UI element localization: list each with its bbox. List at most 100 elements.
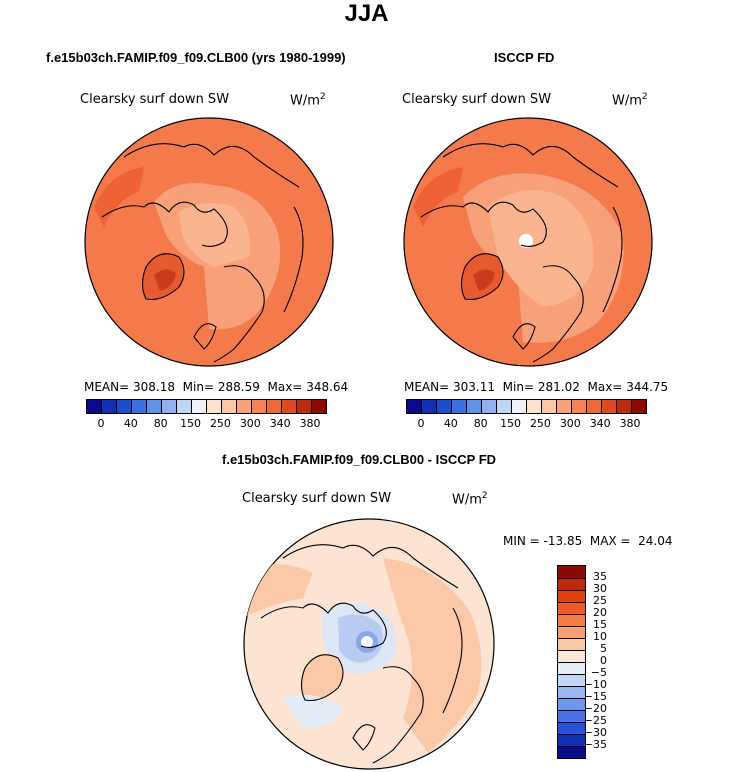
colorbar-swatch	[421, 400, 436, 413]
right-max-value: 344.75	[626, 380, 669, 394]
diff-colorbar-swatch	[558, 746, 585, 758]
colorbar-tick-label: 380	[619, 417, 641, 430]
colorbar-swatch	[176, 400, 191, 413]
colorbar-swatch	[631, 400, 646, 413]
colorbar-swatch	[236, 400, 251, 413]
diff-colorbar-swatch	[558, 662, 585, 674]
colorbar-tick-label: 40	[123, 417, 138, 430]
diff-colorbar-tick-label: −5	[590, 666, 607, 679]
colorbar-tick-label: 300	[559, 417, 581, 430]
left-mean-value: 308.18	[133, 380, 176, 394]
right-colorbar-labels: 0 40 80 150 250 300 340 380	[406, 417, 645, 431]
diff-colorbar-swatch	[558, 638, 585, 650]
colorbar-swatch	[571, 400, 586, 413]
colorbar-swatch	[87, 400, 101, 413]
colorbar-tick-label: 250	[529, 417, 551, 430]
diff-colorbar-tick-label: 25	[593, 594, 607, 607]
colorbar-tick-label: 150	[180, 417, 202, 430]
right-polar-map	[403, 117, 653, 367]
figure-title: JJA	[344, 0, 389, 27]
left-map-lighter-region	[179, 203, 250, 267]
colorbar-swatch	[616, 400, 631, 413]
colorbar-tick-label: 80	[473, 417, 488, 430]
diff-colorbar-tick-label: −25	[583, 714, 607, 727]
colorbar-swatch	[601, 400, 616, 413]
left-min-value: 288.59	[217, 380, 260, 394]
diff-coastlines	[260, 544, 463, 764]
colorbar-swatch	[251, 400, 266, 413]
diff-colorbar-swatch	[558, 626, 585, 638]
diff-panel-title: f.e15b03ch.FAMIP.f09_f09.CLB00 - ISCCP F…	[222, 452, 497, 467]
colorbar-tick-label: 0	[97, 417, 105, 430]
right-mean-value: 303.11	[453, 380, 496, 394]
diff-colorbar-tick-label: 5	[600, 642, 607, 655]
diff-colorbar-swatch	[558, 566, 585, 578]
left-stats: MEAN= 308.18 Min= 288.59 Max= 348.64	[84, 380, 349, 394]
diff-colorbar-swatch	[558, 734, 585, 746]
colorbar-swatch	[191, 400, 206, 413]
diff-colorbar-tick-label: −30	[583, 726, 607, 739]
diff-colorbar-tick-label: 30	[593, 582, 607, 595]
left-panel-title: f.e15b03ch.FAMIP.f09_f09.CLB00 (yrs 1980…	[46, 50, 346, 65]
right-variable-label: Clearsky surf down SW	[402, 92, 552, 107]
colorbar-tick-label: 340	[269, 417, 291, 430]
diff-colorbar-swatch	[558, 614, 585, 626]
diff-minmax: MIN = -13.85 MAX = 24.04	[503, 534, 673, 548]
right-map-lighter-region	[488, 189, 594, 307]
colorbar-swatch	[101, 400, 116, 413]
diff-colorbar-swatch	[558, 698, 585, 710]
diff-colorbar-swatch	[558, 686, 585, 698]
colorbar-swatch	[496, 400, 511, 413]
diff-colorbar-tick-label: −15	[583, 690, 607, 703]
right-coastlines	[420, 143, 623, 363]
colorbar-swatch	[586, 400, 601, 413]
left-map-dark-region	[94, 167, 144, 227]
right-colorbar	[406, 399, 647, 414]
diff-pole-hole	[361, 636, 373, 648]
left-colorbar-labels: 0 40 80 150 250 300 340 380	[86, 417, 325, 431]
diff-greenland-warm	[301, 654, 343, 701]
colorbar-swatch	[221, 400, 236, 413]
colorbar-swatch	[436, 400, 451, 413]
diff-variable-label: Clearsky surf down SW	[242, 491, 392, 506]
colorbar-swatch	[466, 400, 481, 413]
right-map-dark-region	[413, 167, 463, 227]
diff-colorbar-tick-label: 20	[593, 606, 607, 619]
colorbar-swatch	[116, 400, 131, 413]
left-colorbar	[86, 399, 327, 414]
colorbar-swatch	[161, 400, 176, 413]
diff-warm-region-1	[383, 558, 482, 753]
colorbar-swatch	[311, 400, 326, 413]
diff-colorbar-tick-label: 0	[600, 654, 607, 667]
diff-colorbar-tick-label: 15	[593, 618, 607, 631]
diff-colorbar-swatch	[558, 650, 585, 662]
colorbar-swatch	[451, 400, 466, 413]
colorbar-swatch	[131, 400, 146, 413]
right-map-pole-hole	[519, 234, 533, 248]
colorbar-swatch	[526, 400, 541, 413]
diff-colorbar-swatch	[558, 674, 585, 686]
diff-units-label: W/m2	[452, 491, 488, 508]
right-min-value: 281.02	[537, 380, 580, 394]
diff-colorbar-swatch	[558, 602, 585, 614]
diff-polar-map	[243, 518, 495, 770]
diff-colorbar-tick-label: −10	[583, 678, 607, 691]
colorbar-tick-label: 250	[209, 417, 231, 430]
colorbar-tick-label: 300	[239, 417, 261, 430]
left-polar-map	[84, 117, 334, 367]
diff-colorbar-swatch	[558, 710, 585, 722]
right-stats: MEAN= 303.11 Min= 281.02 Max= 344.75	[404, 380, 669, 394]
left-units-label: W/m2	[290, 92, 326, 109]
diff-colorbar-tick-label: 35	[593, 570, 607, 583]
colorbar-swatch	[281, 400, 296, 413]
diff-cool-patch	[283, 694, 343, 728]
diff-colorbar-tick-label: −35	[583, 738, 607, 751]
colorbar-tick-label: 150	[500, 417, 522, 430]
diff-colorbar-swatch	[558, 578, 585, 590]
colorbar-swatch	[481, 400, 496, 413]
colorbar-swatch	[407, 400, 421, 413]
diff-colorbar-tick-label: 10	[593, 630, 607, 643]
colorbar-swatch	[556, 400, 571, 413]
right-panel-title: ISCCP FD	[494, 50, 555, 65]
colorbar-tick-label: 80	[153, 417, 168, 430]
